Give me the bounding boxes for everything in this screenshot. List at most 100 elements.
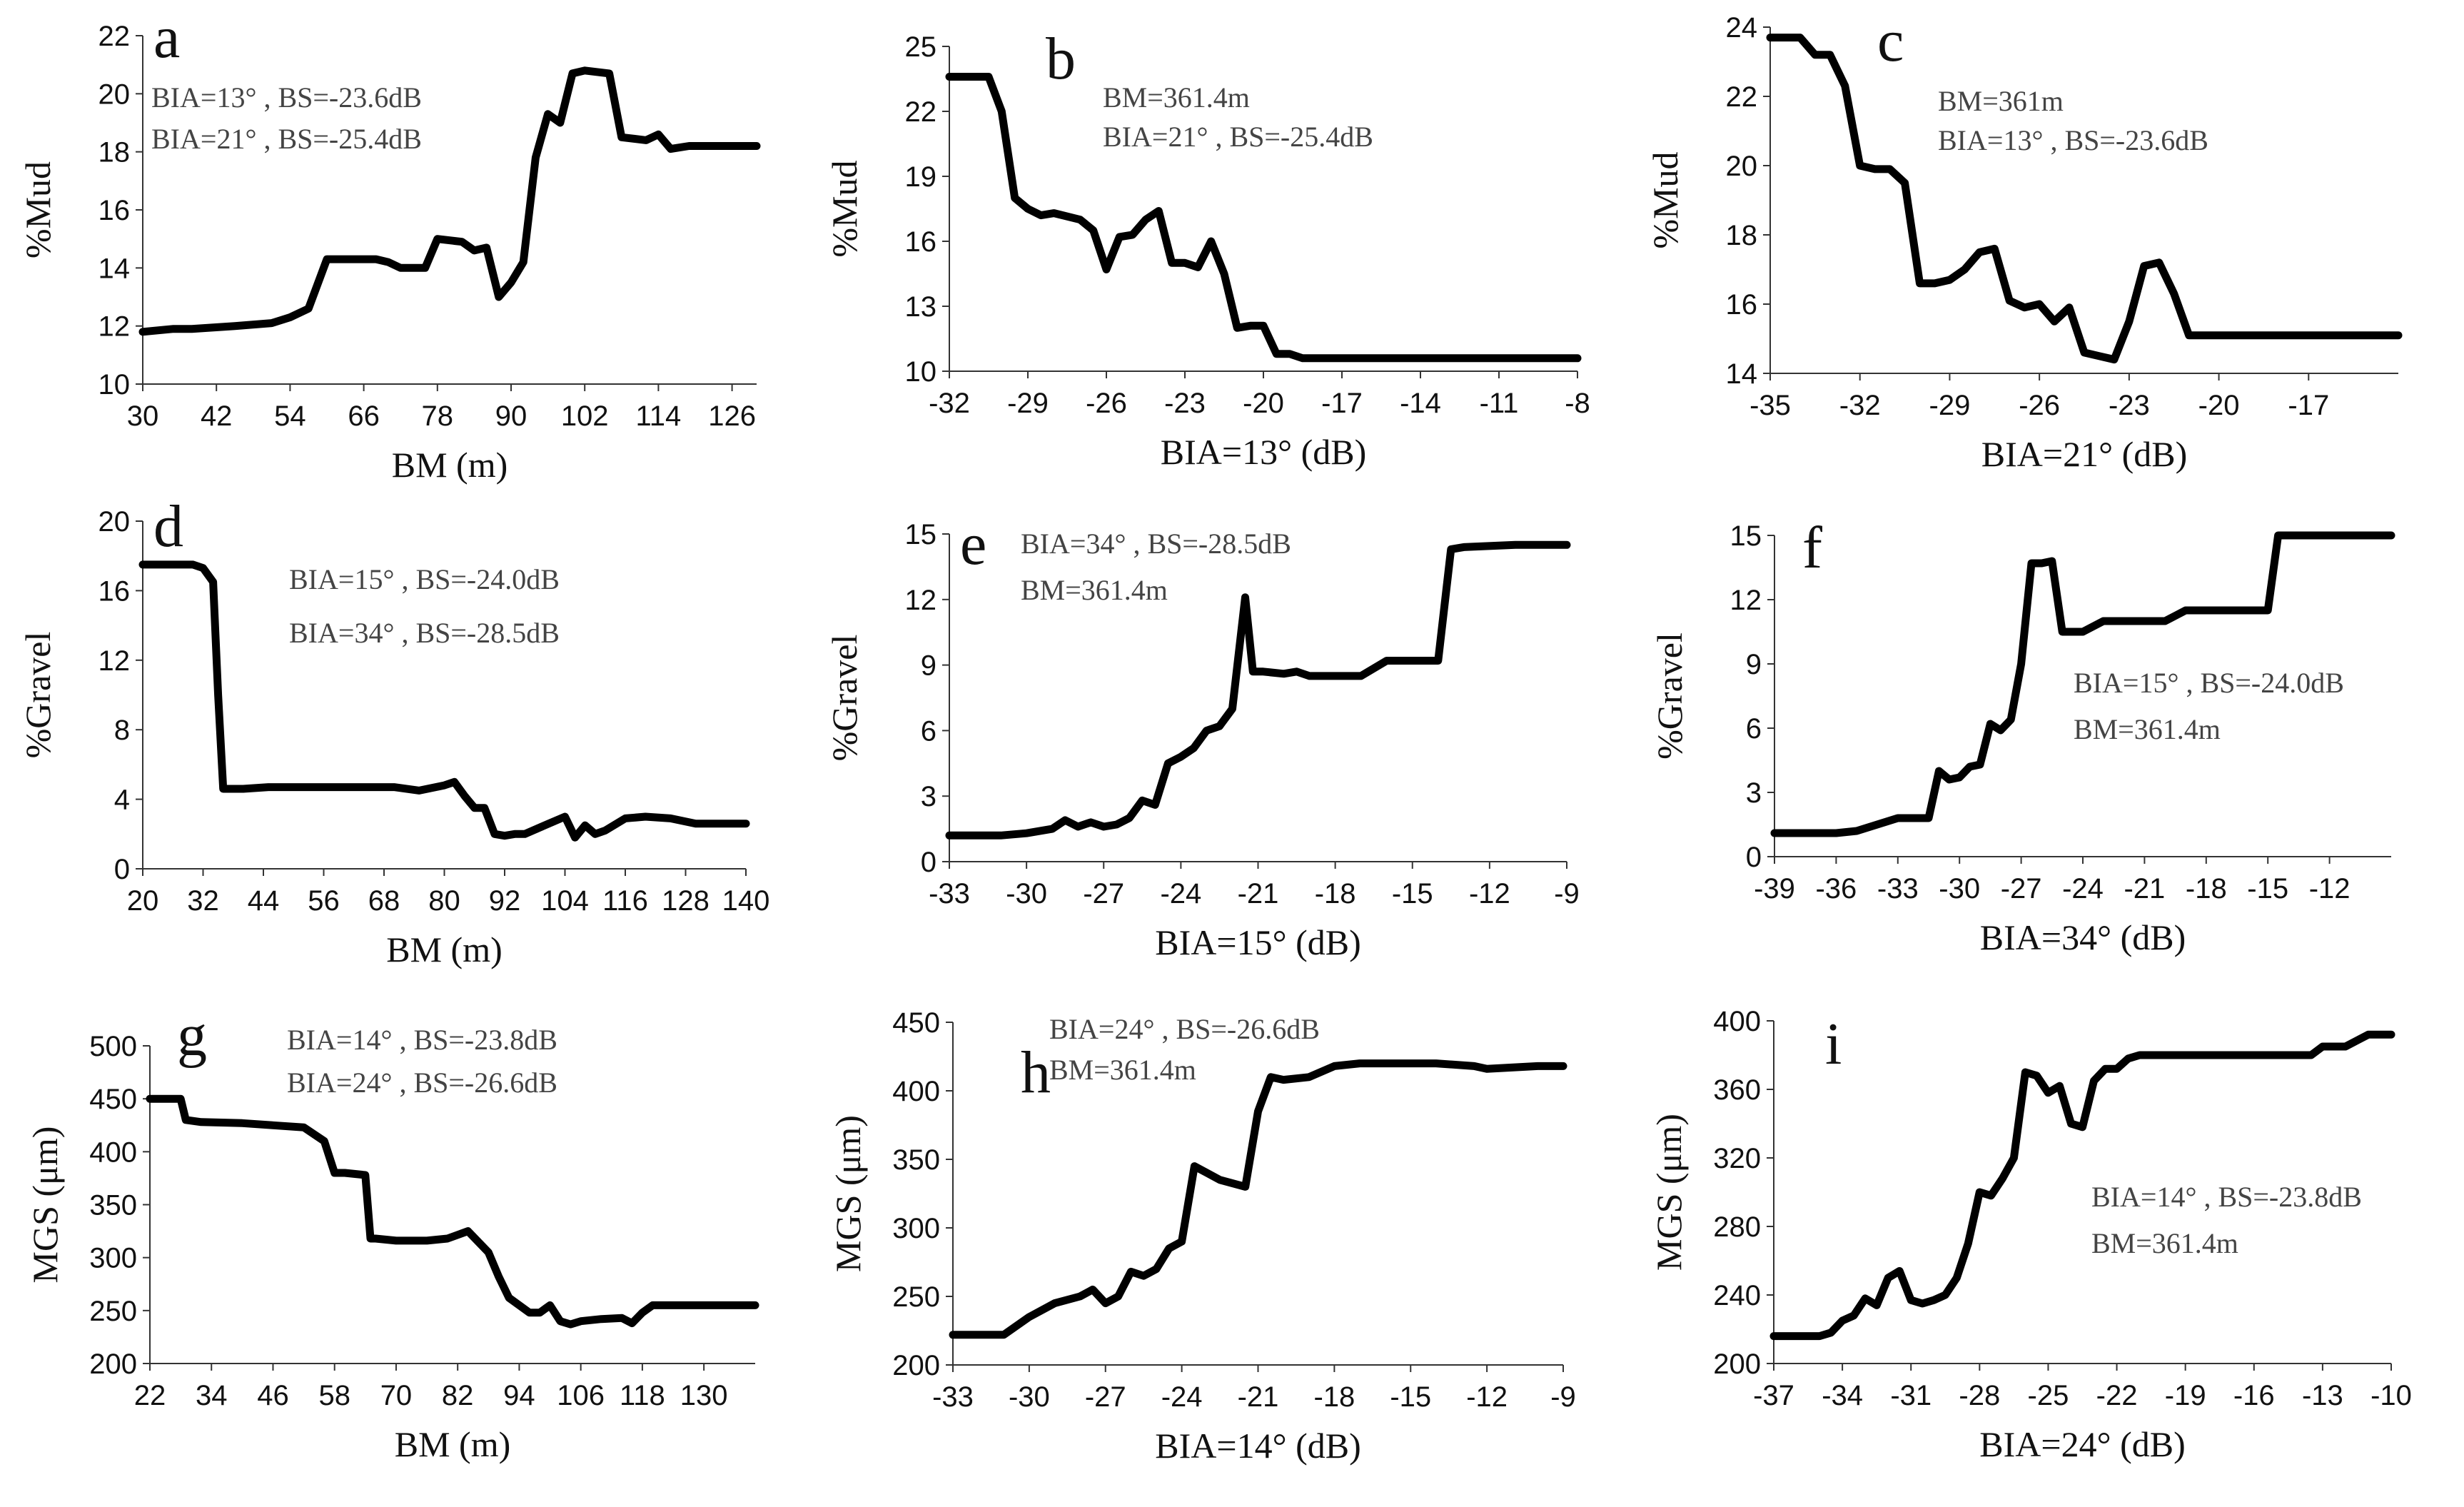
panel-letter: a <box>153 4 180 71</box>
y-tick-label: 450 <box>89 1084 137 1115</box>
x-tick-label: 30 <box>127 400 159 432</box>
data-point <box>1248 323 1253 328</box>
data-point <box>572 835 577 840</box>
x-tick-label: -9 <box>1550 1381 1576 1413</box>
x-tick-label: 92 <box>489 885 521 917</box>
x-tick-label: 70 <box>380 1380 413 1411</box>
y-tick-label: 22 <box>99 21 131 52</box>
data-point <box>643 815 648 819</box>
data-point <box>542 823 547 828</box>
data-point <box>1834 831 1839 835</box>
data-point <box>1090 1287 1095 1292</box>
y-axis-label: %Mud <box>18 161 58 258</box>
data-point <box>2141 263 2146 268</box>
x-tick-label: -29 <box>1929 390 1971 421</box>
panel-f: 0 3 6 9 12 15 -39 -36 -33 -30 -27 -24 -21 -18 -15 -12 BI… <box>1650 515 2395 957</box>
annotation: BIA=34° , BS=-28.5dB <box>1021 528 1291 560</box>
x-tick-label: -18 <box>1313 1381 1355 1413</box>
y-tick-label: 14 <box>1726 358 1758 390</box>
data-point <box>322 1139 327 1144</box>
data-point <box>1166 761 1171 766</box>
annotation: BIA=15° , BS=-24.0dB <box>289 563 560 595</box>
x-tick-label: -20 <box>1243 388 1284 419</box>
panel-letter: i <box>1825 1011 1842 1077</box>
x-tick-label: 22 <box>134 1380 166 1411</box>
data-point <box>1301 356 1305 361</box>
data-point <box>2126 319 2131 324</box>
data-point <box>2060 630 2065 634</box>
data-point <box>537 1310 542 1315</box>
data-point <box>644 138 649 143</box>
data-point <box>2156 260 2161 265</box>
annotation: BIA=13° , BS=-23.6dB <box>151 81 422 114</box>
data-point <box>393 1238 398 1243</box>
data-point <box>1091 228 1096 233</box>
x-tick-label: 126 <box>708 400 756 432</box>
x-tick-label: -21 <box>1238 878 1279 909</box>
x-tick-label: -24 <box>1161 1381 1203 1413</box>
data-point <box>343 1171 348 1175</box>
y-tick-label: 13 <box>905 291 937 323</box>
data-point <box>1435 658 1440 663</box>
data-point <box>1332 1064 1337 1069</box>
y-tick-label: 10 <box>99 369 131 400</box>
data-point <box>2019 662 2024 666</box>
y-tick-label: 12 <box>99 311 131 343</box>
data-point <box>1166 1246 1171 1251</box>
y-axis-label: %Gravel <box>18 632 58 759</box>
data-point <box>1535 1064 1540 1069</box>
data-point <box>687 143 692 148</box>
y-tick-label: 6 <box>921 715 936 747</box>
data-point <box>201 565 206 570</box>
data-point <box>1448 547 1453 552</box>
data-point <box>386 260 390 265</box>
data-point <box>1872 166 1877 171</box>
y-tick-label: 300 <box>89 1243 137 1274</box>
y-tick-label: 3 <box>921 781 936 812</box>
data-point <box>650 1303 655 1308</box>
data-point <box>568 1322 573 1327</box>
data-point <box>1575 356 1580 361</box>
x-tick-label: 140 <box>722 885 770 917</box>
y-tick-label: 12 <box>905 585 937 616</box>
y-tick-label: 3 <box>1746 777 1762 809</box>
x-tick-label: -35 <box>1749 390 1791 421</box>
data-point <box>1114 822 1119 827</box>
data-point <box>578 1319 583 1324</box>
data-point <box>656 132 661 137</box>
y-tick-label: 16 <box>99 575 131 607</box>
y-tick-label: 20 <box>1726 151 1758 182</box>
annotation: BIA=14° , BS=-23.8dB <box>2091 1181 2362 1213</box>
data-point <box>602 828 607 833</box>
data-point <box>462 793 467 798</box>
data-point <box>547 1303 552 1308</box>
data-point <box>211 580 216 585</box>
data-point <box>599 1316 604 1321</box>
series-line <box>945 540 1571 840</box>
data-point <box>2000 1176 2005 1181</box>
data-point <box>2320 1044 2325 1049</box>
data-point <box>1306 1074 1311 1079</box>
data-point <box>951 1332 955 1337</box>
data-point <box>986 74 991 79</box>
panel-letter: h <box>1021 1039 1051 1106</box>
data-point <box>2396 333 2400 338</box>
x-tick-label: -33 <box>1877 873 1919 904</box>
data-point <box>1141 1274 1146 1279</box>
data-point <box>1127 815 1132 820</box>
x-tick-label: 20 <box>127 885 159 917</box>
data-point <box>557 1319 562 1324</box>
x-tick-label: 102 <box>561 400 609 432</box>
data-point <box>2389 533 2393 538</box>
data-point <box>1154 1266 1158 1271</box>
y-tick-label: 0 <box>1746 842 1762 873</box>
data-point <box>189 326 194 331</box>
data-point <box>1116 1294 1121 1299</box>
data-point <box>306 306 311 311</box>
data-point <box>1772 831 1777 835</box>
data-point <box>1932 1298 1937 1303</box>
x-tick-label: -18 <box>1315 878 1356 909</box>
data-point <box>947 833 951 838</box>
data-point <box>2186 333 2191 338</box>
x-tick-label: 56 <box>308 885 340 917</box>
